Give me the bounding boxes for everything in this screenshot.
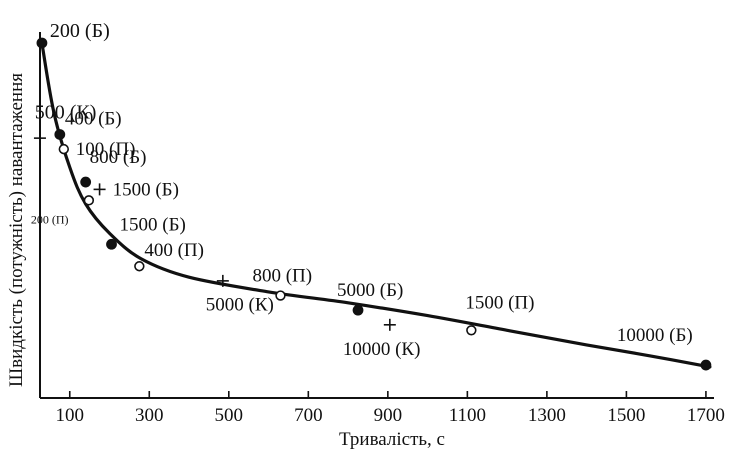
open-marker [466, 325, 477, 336]
data-point: 1500 (Б) [106, 214, 186, 250]
data-label: 200 (Б) [50, 20, 110, 42]
data-label: 100 (П) [76, 139, 136, 160]
filled-marker [54, 129, 66, 140]
x-tick-label: 500 [215, 405, 244, 426]
x-tick-label: 700 [294, 405, 323, 426]
x-tick-label: 300 [135, 405, 164, 426]
data-point: 400 (П) [134, 240, 204, 272]
open-marker [275, 290, 286, 301]
open-marker [134, 261, 145, 272]
filled-marker [106, 238, 117, 250]
filled-marker [352, 304, 364, 316]
data-point: 200 (П) [31, 195, 95, 226]
data-label: 1500 (Б) [120, 214, 186, 235]
open-marker [83, 195, 95, 206]
x-tick-label: 100 [56, 405, 85, 426]
fit-curve [40, 41, 712, 369]
filled-marker [36, 37, 48, 49]
data-label: 1500 (П) [465, 292, 534, 313]
data-label: 400 (П) [144, 240, 204, 261]
data-point: 1500 (Б) [93, 179, 179, 200]
filled-marker [700, 359, 712, 371]
data-point [33, 132, 46, 145]
data-points: 200 (Б) 500 (К)400 (Б) 100 (П)800 (Б) 1500 … [31, 20, 712, 371]
x-tick-label: 1500 [607, 405, 645, 426]
x-tick-label: 1300 [528, 405, 566, 426]
data-label: 200 (П) [31, 212, 69, 226]
data-label: 5000 (К) [206, 295, 274, 316]
data-point: 100 (П) [58, 139, 136, 160]
data-label: 1500 (Б) [113, 179, 179, 200]
x-axis-title: Тривалість, с [339, 429, 445, 450]
x-tick-label: 900 [374, 405, 403, 426]
data-point: 400 (Б) [54, 108, 122, 140]
data-point: 800 (Б) [80, 147, 147, 188]
open-marker [58, 143, 69, 155]
y-axis-title: Швидкість (потужність) навантаження [6, 73, 27, 387]
data-point: 10000 (Б) [617, 325, 712, 371]
data-label: 800 (П) [252, 266, 312, 287]
data-label: 10000 (К) [343, 339, 421, 360]
x-tick-label: 1700 [687, 405, 725, 426]
data-label: 10000 (Б) [617, 325, 693, 346]
data-point: 200 (Б) [36, 20, 110, 49]
data-label: 400 (Б) [65, 108, 122, 129]
data-label: 500 (К) [35, 102, 97, 124]
x-ticks: 100 300 500 700 900 1100 1300 1500 1700 [56, 391, 725, 426]
data-point [216, 274, 229, 287]
data-point: 10000 (К) [343, 318, 421, 360]
x-tick-label: 1100 [449, 405, 486, 426]
filled-marker [80, 176, 92, 188]
data-point: 1500 (П) [465, 292, 534, 336]
data-label: 800 (Б) [90, 147, 147, 168]
data-point: 800 (П) [252, 266, 312, 301]
data-point: 5000 (К) [206, 295, 274, 316]
data-point: 5000 (Б) [337, 280, 403, 316]
data-point: 500 (К) [35, 102, 97, 124]
data-label: 5000 (Б) [337, 280, 403, 301]
